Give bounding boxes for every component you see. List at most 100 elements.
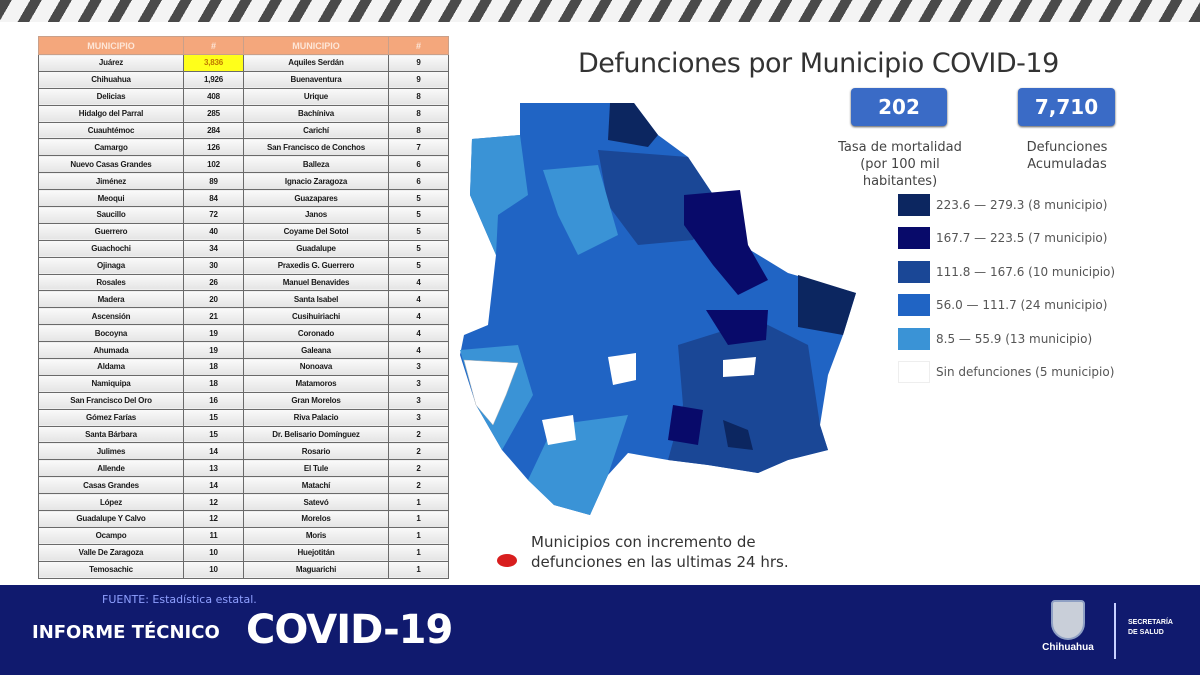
header-count-1: # [183,36,244,55]
red-dot-note: Municipios con incremento de defunciones… [497,532,789,572]
count-cell: 5 [388,206,449,224]
municipio-cell: Julimes [38,442,184,461]
municipio-cell: Praxedis G. Guerrero [243,256,389,275]
legend-item: 56.0 — 111.7 (24 municipio) [898,289,1115,323]
legend-swatch [898,260,930,283]
count-cell: 5 [388,189,449,208]
municipio-cell: Guerrero [38,222,184,241]
table-row: Nuevo Casas Grandes 102 Balleza 6 [38,155,449,174]
municipio-cell: Ignacio Zaragoza [243,172,389,191]
municipio-cell: Galeana [243,341,389,360]
count-cell: 20 [183,290,244,309]
map-region-south-dark1 [668,405,703,445]
map-region-white-1 [608,353,636,385]
header-municipio-2: MUNICIPIO [243,36,389,55]
table-row: Cuauhtémoc 284 Carichí 8 [38,121,449,140]
footer-banner: FUENTE: Estadística estatal. INFORME TÉC… [0,585,1200,675]
count-cell: 102 [183,155,244,174]
table-row: Valle De Zaragoza 10 Huejotitán 1 [38,543,449,562]
count-cell: 2 [388,459,449,478]
municipio-cell: Bocoyna [38,324,184,343]
municipio-cell: Moris [243,526,389,545]
count-cell: 6 [388,155,449,174]
municipio-cell: Guazapares [243,189,389,208]
count-cell: 2 [388,442,449,461]
legend-swatch [898,193,930,216]
map-region-ne-dark [684,190,768,295]
count-cell: 89 [183,172,244,191]
table-row: Madera 20 Santa Isabel 4 [38,290,449,309]
legend-swatch [898,294,930,317]
count-cell: 1 [388,510,449,528]
count-cell: 2 [388,476,449,495]
legend-item: Sin defunciones (5 municipio) [898,356,1115,390]
count-cell: 408 [183,87,244,106]
legend-item: 167.7 — 223.5 (7 municipio) [898,222,1115,256]
table-row: Temosachic 10 Maguarichi 1 [38,560,449,579]
count-cell: 21 [183,307,244,326]
municipio-cell: Nuevo Casas Grandes [38,155,184,174]
municipio-cell: Matachí [243,476,389,495]
municipio-cell: Jiménez [38,172,184,191]
count-cell: 13 [183,459,244,478]
count-cell: 2 [388,425,449,444]
map-region-white-2 [723,357,756,377]
municipio-cell: Huejotitán [243,543,389,562]
count-cell: 4 [388,307,449,326]
municipio-cell: Ocampo [38,526,184,545]
municipio-cell: Gómez Farías [38,408,184,427]
legend-item: 111.8 — 167.6 (10 municipio) [898,255,1115,289]
municipio-cell: Carichí [243,121,389,140]
count-cell: 18 [183,374,244,393]
count-cell: 40 [183,222,244,241]
municipio-cell: Riva Palacio [243,408,389,427]
count-cell: 5 [388,239,449,258]
municipio-cell: Hidalgo del Parral [38,104,184,123]
count-cell: 30 [183,256,244,275]
table-row: Aldama 18 Nonoava 3 [38,358,449,376]
legend-label: 56.0 — 111.7 (24 municipio) [936,298,1108,313]
count-cell: 19 [183,324,244,343]
accumulated-deaths-label: Defunciones Acumuladas [1010,139,1124,173]
count-cell: 18 [183,358,244,376]
municipio-cell: Casas Grandes [38,476,184,495]
map-region-south-dark2 [723,420,753,450]
map-region-white-3 [542,415,576,445]
note-line2: defunciones en las ultimas 24 hrs. [531,553,789,571]
map-region-east-mid-dark [706,310,768,345]
mortality-label-line2: (por 100 mil habitantes) [860,157,940,189]
logo-divider [1114,603,1116,659]
legend-item: 8.5 — 55.9 (13 municipio) [898,322,1115,356]
municipio-cell: Balleza [243,155,389,174]
municipio-cell: Nonoava [243,358,389,376]
municipio-cell: Madera [38,290,184,309]
table-row: Saucillo 72 Janos 5 [38,206,449,224]
municipio-cell: Allende [38,459,184,478]
accumulated-label-line2: Acumuladas [1027,157,1107,172]
count-cell: 84 [183,189,244,208]
note-line1: Municipios con incremento de [531,533,756,551]
chihuahua-choropleth-map [460,103,856,515]
count-cell: 1 [388,560,449,579]
count-cell: 12 [183,493,244,512]
count-cell: 10 [183,560,244,579]
municipio-cell: Morelos [243,510,389,528]
municipio-cell: Rosario [243,442,389,461]
count-cell: 11 [183,526,244,545]
count-cell: 5 [388,222,449,241]
municipio-cell: Valle De Zaragoza [38,543,184,562]
table-row: López 12 Satevó 1 [38,493,449,512]
mortality-rate-label: Tasa de mortalidad (por 100 mil habitant… [825,139,975,190]
municipio-cell: Janos [243,206,389,224]
count-cell: 3 [388,391,449,410]
table-row: Ahumada 19 Galeana 4 [38,341,449,360]
legend-label: 223.6 — 279.3 (8 municipio) [936,197,1108,212]
legend-label: 111.8 — 167.6 (10 municipio) [936,264,1116,279]
count-cell: 1,926 [183,70,244,89]
count-cell: 8 [388,104,449,123]
table-row: Allende 13 El Tule 2 [38,459,449,478]
municipio-cell: San Francisco de Conchos [243,138,389,157]
count-cell: 14 [183,442,244,461]
municipio-cell: Guadalupe [243,239,389,258]
count-cell: 126 [183,138,244,157]
